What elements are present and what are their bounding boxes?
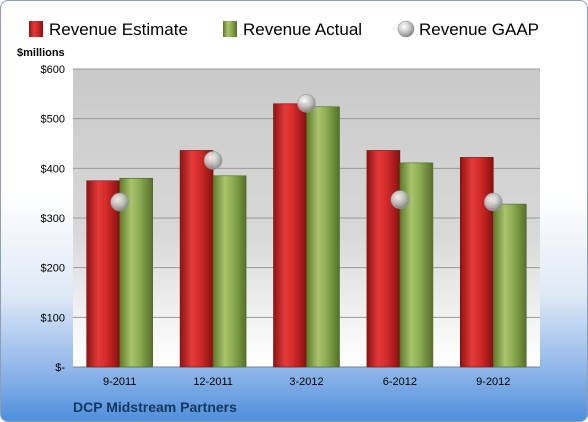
axis-labels: $- $100 $200 $300 $400 $500 $600 9-2011 12-2011 3… bbox=[41, 64, 511, 388]
legend-label: Revenue Estimate bbox=[49, 20, 188, 39]
unit-label: $millions bbox=[17, 47, 65, 59]
y-tick-label: $200 bbox=[41, 263, 65, 275]
y-tick-label: $300 bbox=[41, 213, 65, 225]
bar-revenue-estimate bbox=[179, 150, 214, 368]
marker-revenue-gaap bbox=[203, 151, 223, 170]
legend-label: Revenue Actual bbox=[243, 20, 362, 39]
legend-swatch-actual bbox=[223, 21, 237, 37]
y-tick-label: $100 bbox=[41, 312, 65, 324]
bars bbox=[86, 103, 527, 368]
marker-revenue-gaap bbox=[483, 192, 503, 212]
bar-revenue-estimate bbox=[459, 157, 494, 368]
gaap-markers bbox=[110, 93, 503, 212]
legend-label: Revenue GAAP bbox=[419, 20, 539, 39]
x-tick-label: 9-2011 bbox=[103, 376, 136, 388]
bar-revenue-actual bbox=[212, 175, 247, 368]
y-tick-label: $- bbox=[55, 362, 65, 374]
bar-revenue-actual bbox=[119, 177, 153, 368]
y-tick-label: $400 bbox=[41, 163, 65, 175]
y-tick-label: $500 bbox=[41, 114, 65, 126]
marker-revenue-gaap bbox=[390, 190, 410, 209]
y-tick-label: $600 bbox=[41, 64, 65, 76]
bar-revenue-actual bbox=[492, 203, 527, 368]
legend-swatch-estimate bbox=[29, 21, 43, 37]
legend: Revenue Estimate Revenue Actual Revenue GA… bbox=[29, 20, 539, 39]
bar-revenue-estimate bbox=[366, 150, 401, 368]
x-tick-label: 9-2012 bbox=[476, 376, 510, 388]
bar-revenue-actual bbox=[306, 106, 340, 368]
legend-swatch-gaap bbox=[397, 20, 415, 38]
x-tick-label: 6-2012 bbox=[383, 376, 417, 388]
marker-revenue-gaap bbox=[110, 192, 129, 212]
x-tick-label: 3-2012 bbox=[289, 376, 323, 388]
company-name: DCP Midstream Partners bbox=[73, 399, 237, 415]
x-tick-label: 12-2011 bbox=[193, 376, 233, 388]
marker-revenue-gaap bbox=[297, 93, 316, 113]
bar-revenue-estimate bbox=[273, 103, 307, 368]
